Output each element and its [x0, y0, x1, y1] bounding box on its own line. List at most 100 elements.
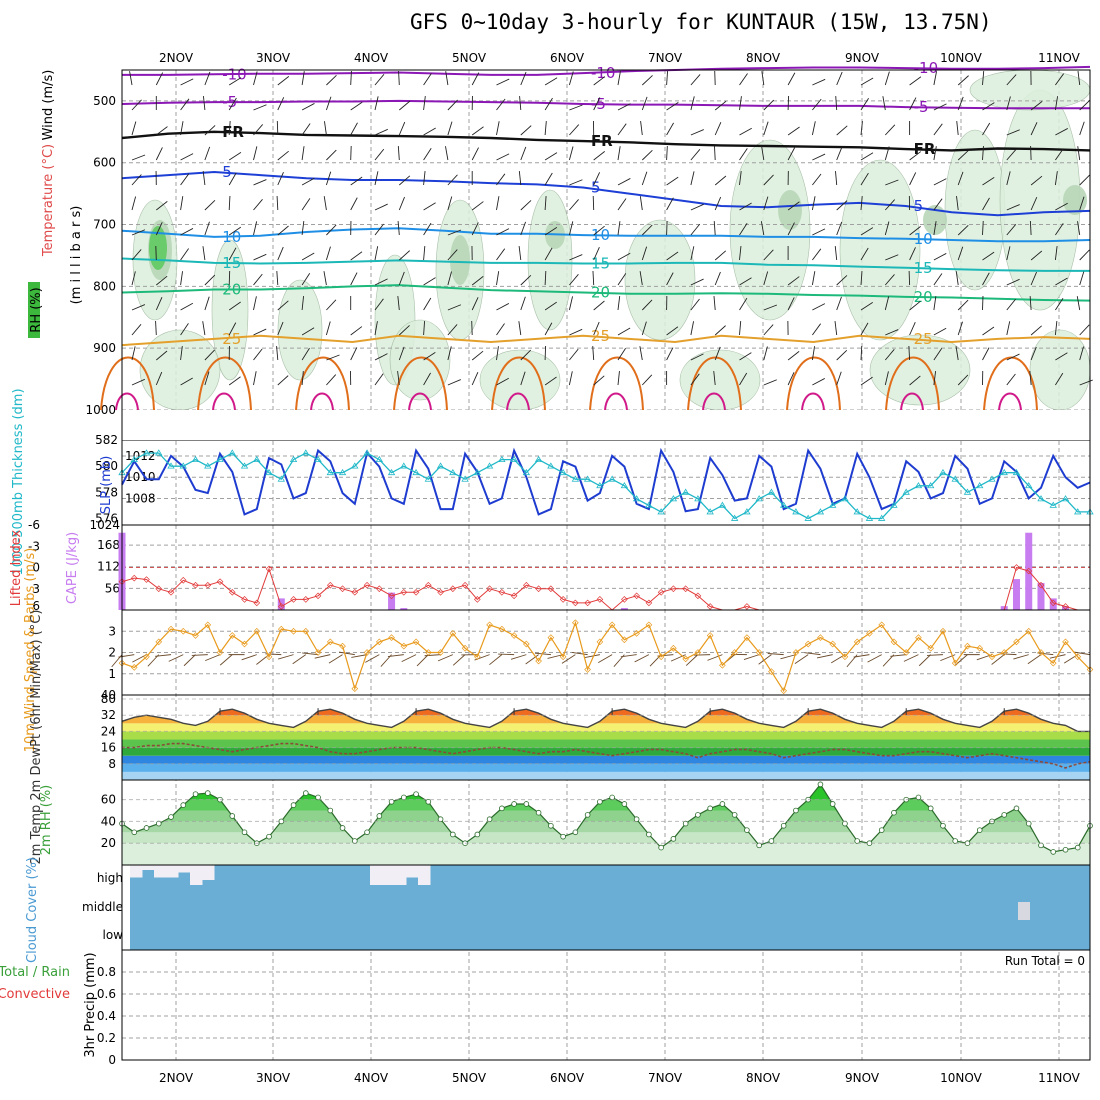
- li-point-44: [657, 588, 665, 596]
- li-point-23: [400, 588, 408, 596]
- upper-air-panel: 500 600 700 800 900 1000 -10 -10 -10 -5 -5 -5 FR FR FR…: [85, 59, 1093, 417]
- wind-barb-505: [1055, 352, 1068, 361]
- rh-point-32: [511, 801, 517, 807]
- rh-point-37: [572, 829, 579, 836]
- wind-barb-205: [496, 323, 505, 336]
- diurnal-loop-6: [687, 356, 742, 411]
- wind-barb-260: [617, 71, 621, 86]
- rh-point-4: [168, 814, 174, 820]
- cape-bar-75: [1037, 582, 1045, 610]
- wind-point-52: [755, 649, 763, 656]
- high-clear-24: [418, 865, 431, 885]
- rh-point-78: [1074, 844, 1081, 851]
- wind-barb-518: [1079, 346, 1084, 361]
- top-date-5: 7NOV: [648, 51, 683, 65]
- wind-barb-276: [641, 149, 653, 161]
- wind-point-39: [596, 638, 604, 646]
- wind-point-22: [388, 634, 395, 641]
- thickness-point-28: [461, 475, 469, 482]
- wind-barb-23: [155, 320, 157, 336]
- rh-shade-dark-2: [778, 190, 802, 230]
- wind-point-32: [510, 632, 518, 639]
- wind-barb-511: [1079, 174, 1090, 186]
- wind10m-barb-53: [758, 654, 772, 665]
- bottom-date-0: 2NOV: [159, 1071, 194, 1085]
- wind-barb-58: [228, 226, 242, 236]
- wind-barb-455: [982, 71, 985, 86]
- wind-point-17: [326, 638, 334, 646]
- temp-band-3: [122, 747, 1090, 756]
- rh-point-53: [768, 838, 775, 844]
- thickness-point-17: [326, 468, 335, 476]
- wind-point-67: [939, 627, 947, 635]
- wind10m-barb-27: [437, 654, 454, 662]
- wind-barb-108: [325, 171, 332, 186]
- wind-barb-235: [569, 104, 583, 111]
- thickness-point-68: [951, 475, 959, 482]
- wind-barb-140: [374, 321, 378, 336]
- thickness-point-72: [1000, 468, 1008, 476]
- wind-point-23: [400, 642, 408, 650]
- wind-barb-305: [690, 223, 701, 236]
- wind-barb-326: [739, 96, 742, 111]
- thickness-point-58: [828, 501, 837, 508]
- diurnal-core-5: [604, 392, 628, 411]
- wind-point-63: [890, 638, 898, 646]
- wind-barb-436: [933, 253, 947, 261]
- thickness-point-55: [792, 508, 800, 515]
- diurnal-loop-7: [786, 356, 841, 411]
- li-point-48: [706, 603, 714, 610]
- wind-barb-399: [860, 301, 873, 311]
- wind-barb-486: [1030, 197, 1038, 211]
- bottom-date-2: 4NOV: [354, 1071, 389, 1085]
- series-slp: [121, 447, 1091, 516]
- wind-barb-457: [982, 122, 991, 136]
- wind-barb-246: [568, 371, 573, 386]
- li-point-76: [1049, 599, 1057, 607]
- wind-barb-8: [131, 271, 136, 286]
- wind-point-72: [1000, 649, 1008, 656]
- wind-barb-461: [982, 220, 984, 236]
- rh-point-77: [1062, 846, 1069, 853]
- li-tick-2: 0: [32, 561, 40, 575]
- bottom-date-3: 5NOV: [452, 1071, 487, 1085]
- thickness-point-26: [436, 462, 445, 469]
- wind-point-48: [706, 632, 714, 639]
- wind-barb-487: [1029, 220, 1032, 236]
- wind10m-barb-47: [685, 654, 699, 666]
- wind-barb-382: [836, 200, 848, 211]
- rh-point-58: [829, 801, 836, 807]
- wind-barb-519: [1079, 379, 1093, 386]
- cloud-row-middle: middle: [82, 900, 123, 914]
- wind-barb-103: [301, 371, 304, 386]
- thickness-point-10: [240, 462, 249, 469]
- wind10m-barb-21: [365, 654, 380, 663]
- wind-barb-310: [690, 353, 704, 361]
- wind-barb-332: [739, 246, 742, 261]
- wind-barb-410: [885, 254, 899, 261]
- li-point-32: [510, 592, 518, 600]
- wind-barb-156: [423, 73, 432, 86]
- wind-barb-158: [423, 127, 436, 136]
- wind-barb-437: [933, 273, 943, 286]
- diurnal-core-2: [310, 392, 334, 411]
- wind-point-56: [804, 640, 812, 648]
- rh-point-54: [780, 822, 787, 829]
- wind-barb-209: [519, 96, 522, 111]
- wind-barb-390: [860, 77, 874, 86]
- wind-barb-44: [204, 199, 216, 211]
- cape-bar-73: [1012, 579, 1020, 610]
- rh-point-43: [646, 831, 652, 838]
- thickness-point-43: [645, 501, 653, 508]
- wind-barb-454: [957, 374, 969, 386]
- li-point-43: [645, 599, 653, 607]
- wind-barb-375: [811, 346, 816, 361]
- rh-shade-7: [729, 139, 811, 321]
- wind-barb-426: [909, 322, 916, 336]
- wind-barb-5: [131, 196, 137, 211]
- wind-barb-334: [739, 297, 748, 311]
- li-point-5: [179, 576, 187, 584]
- wind-barb-134: [374, 171, 379, 186]
- wind-point-57: [817, 634, 824, 641]
- wind-barbs: [129, 70, 1093, 386]
